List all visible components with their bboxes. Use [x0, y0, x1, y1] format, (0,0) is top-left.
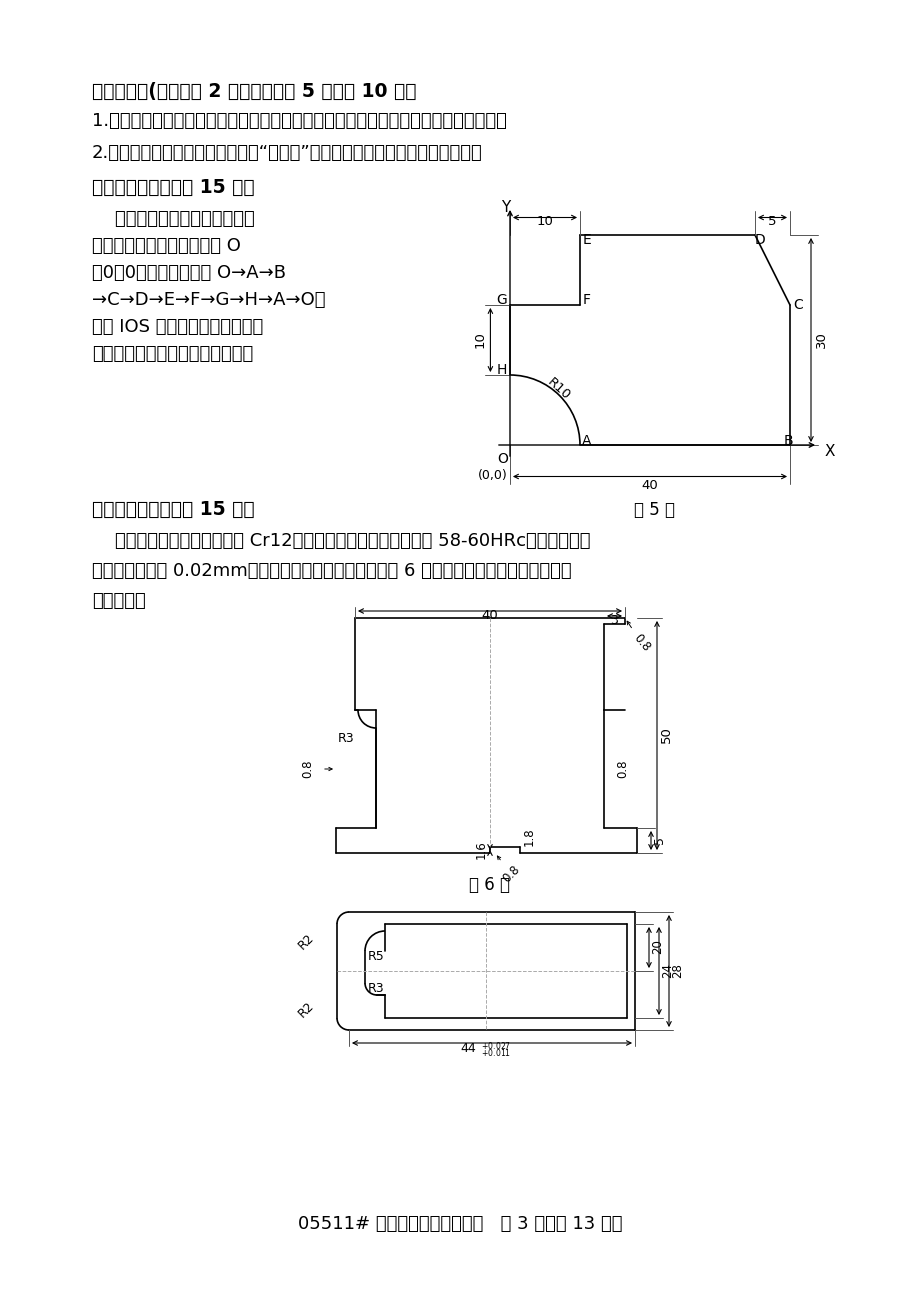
Text: R5: R5 — [368, 949, 384, 962]
Text: 28: 28 — [670, 963, 683, 978]
Text: R2: R2 — [296, 931, 317, 953]
Text: $^{+0.027}_{+0.011}$: $^{+0.027}_{+0.011}$ — [481, 1040, 511, 1060]
Text: 44: 44 — [460, 1042, 475, 1055]
Text: H: H — [496, 363, 506, 378]
Text: 工艺过程。: 工艺过程。 — [92, 592, 145, 611]
Text: 四、简答题(本大题共 2 小题，每小题 5 分，共 10 分）: 四、简答题(本大题共 2 小题，每小题 5 分，共 10 分） — [92, 82, 416, 102]
Text: 0.8: 0.8 — [499, 863, 522, 885]
Text: C: C — [792, 298, 802, 312]
Text: 模具零件，切割起点为原点 O: 模具零件，切割起点为原点 O — [92, 237, 241, 255]
Text: 试用 IOS 格式编制电火花线切割: 试用 IOS 格式编制电火花线切割 — [92, 318, 263, 336]
Text: 0.8: 0.8 — [616, 760, 629, 779]
Text: (0,0): (0,0) — [478, 470, 507, 483]
Text: 2.简单分析抛光过程中可能出现的“针孔状”缺陷的原因并提出解决问题的方法。: 2.简单分析抛光过程中可能出现的“针孔状”缺陷的原因并提出解决问题的方法。 — [92, 145, 482, 161]
Text: 20: 20 — [651, 940, 664, 954]
Text: 1.8: 1.8 — [522, 828, 536, 846]
Text: D: D — [754, 233, 765, 247]
Text: 凹模间隙不超过 0.02mm，拟采用压印修锉法。试按照题 6 表的项目，制定这个零件的加工: 凹模间隙不超过 0.02mm，拟采用压印修锉法。试按照题 6 表的项目，制定这个… — [92, 562, 571, 579]
Text: （0，0），切割路线为 O→A→B: （0，0），切割路线为 O→A→B — [92, 264, 286, 283]
Text: X: X — [824, 444, 834, 458]
Text: 3: 3 — [609, 615, 618, 628]
Text: →C→D→E→F→G→H→A→O，: →C→D→E→F→G→H→A→O， — [92, 292, 325, 309]
Text: R3: R3 — [337, 732, 354, 745]
Text: 5: 5 — [767, 215, 776, 228]
Text: 五、编程题（本大题 15 分）: 五、编程题（本大题 15 分） — [92, 178, 255, 197]
Text: 40: 40 — [641, 479, 658, 492]
Text: R2: R2 — [296, 1000, 317, 1021]
Text: 10: 10 — [473, 332, 486, 349]
Text: 10: 10 — [536, 215, 553, 228]
Text: F: F — [583, 293, 590, 307]
Text: 1.6: 1.6 — [474, 841, 487, 859]
Text: 5: 5 — [652, 836, 665, 844]
Text: 程序（采用相对尺寸方式编程）。: 程序（采用相对尺寸方式编程）。 — [92, 345, 253, 363]
Text: R10: R10 — [544, 375, 573, 402]
Text: E: E — [583, 233, 591, 247]
Text: 50: 50 — [659, 727, 673, 743]
Text: Y: Y — [501, 201, 510, 215]
Text: 采用电火花线切割加工图示的: 采用电火花线切割加工图示的 — [92, 210, 255, 228]
Text: O: O — [496, 452, 507, 466]
Text: 24: 24 — [660, 963, 674, 979]
Text: R3: R3 — [368, 982, 384, 995]
Text: 0.8: 0.8 — [630, 631, 652, 655]
Text: G: G — [495, 293, 506, 307]
Text: 题 6 图: 题 6 图 — [469, 876, 510, 894]
Text: A: A — [582, 434, 591, 448]
Text: 30: 30 — [813, 332, 826, 349]
Text: 1.解释电火花加工冷冲模具型孔，保证配合间隙要求的间接配合法，并分析它的特点。: 1.解释电火花加工冷冲模具型孔，保证配合间隙要求的间接配合法，并分析它的特点。 — [92, 112, 506, 130]
Text: 05511# 现代模具制造技术试题   第 3 页（共 13 页）: 05511# 现代模具制造技术试题 第 3 页（共 13 页） — [298, 1215, 621, 1233]
Text: 冲裁凸模零件如图。材料为 Cr12，热处理为淬火、回火，硬度 58-60HRc，成形尺寸与: 冲裁凸模零件如图。材料为 Cr12，热处理为淬火、回火，硬度 58-60HRc，… — [92, 533, 590, 549]
Text: 六、综合题（本大题 15 分）: 六、综合题（本大题 15 分） — [92, 500, 255, 519]
Text: 0.8: 0.8 — [301, 760, 314, 779]
Text: B: B — [782, 434, 792, 448]
Text: 40: 40 — [482, 609, 498, 622]
Text: 题 5 图: 题 5 图 — [634, 501, 675, 519]
